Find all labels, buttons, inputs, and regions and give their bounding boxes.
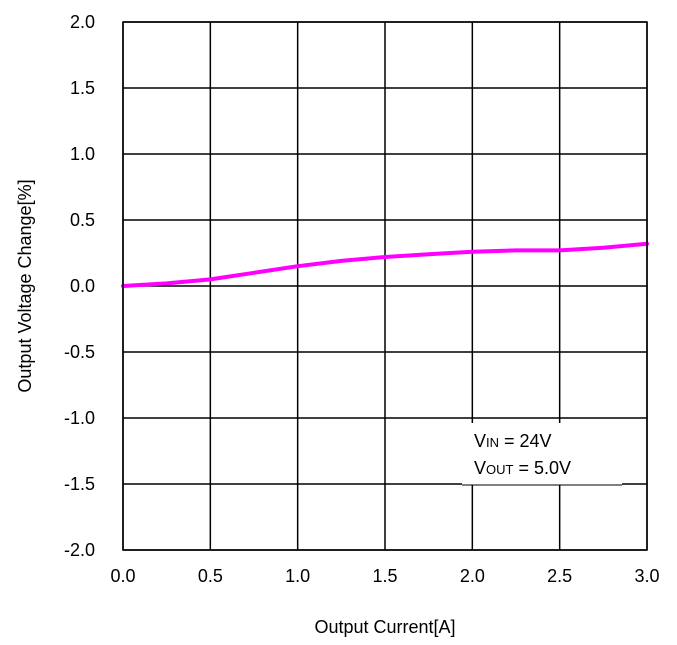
annotation-vout: VOUT = 5.0V xyxy=(474,458,571,478)
x-tick-label: 0.5 xyxy=(198,566,223,586)
x-tick-label: 3.0 xyxy=(634,566,659,586)
y-tick-label: 2.0 xyxy=(70,12,95,32)
plot-frame xyxy=(122,21,648,551)
y-tick-label: -1.5 xyxy=(64,474,95,494)
y-tick-label: 0.0 xyxy=(70,276,95,296)
x-tick-label: 2.0 xyxy=(460,566,485,586)
y-tick-label: -1.0 xyxy=(64,408,95,428)
annotation-vin-sub: IN xyxy=(486,435,499,450)
y-tick-labels: 2.0 1.5 1.0 0.5 0.0 -0.5 -1.0 -1.5 -2.0 xyxy=(64,12,95,560)
y-tick-label: 0.5 xyxy=(70,210,95,230)
y-tick-label: -2.0 xyxy=(64,540,95,560)
x-tick-label: 1.0 xyxy=(285,566,310,586)
y-tick-label: 1.0 xyxy=(70,144,95,164)
y-axis-label: Output Voltage Change[%] xyxy=(15,179,35,392)
series-line xyxy=(121,241,649,288)
annotation-vout-main: V xyxy=(474,458,486,478)
annotation-vin-main: V xyxy=(474,431,486,451)
x-tick-label: 1.5 xyxy=(372,566,397,586)
series-group xyxy=(121,241,649,288)
x-tick-label: 2.5 xyxy=(547,566,572,586)
annotation-vout-rest: = 5.0V xyxy=(513,458,571,478)
x-tick-label: 0.0 xyxy=(110,566,135,586)
annotation-vin-rest: = 24V xyxy=(499,431,552,451)
annotation-box: VIN = 24V VOUT = 5.0V xyxy=(462,423,622,486)
y-tick-label: -0.5 xyxy=(64,342,95,362)
x-axis-label: Output Current[A] xyxy=(314,617,455,637)
annotation-background xyxy=(462,423,622,485)
annotation-vout-sub: OUT xyxy=(486,462,514,477)
annotation-vin: VIN = 24V xyxy=(474,431,552,451)
x-tick-labels: 0.0 0.5 1.0 1.5 2.0 2.5 3.0 xyxy=(110,566,659,586)
y-tick-label: 1.5 xyxy=(70,78,95,98)
